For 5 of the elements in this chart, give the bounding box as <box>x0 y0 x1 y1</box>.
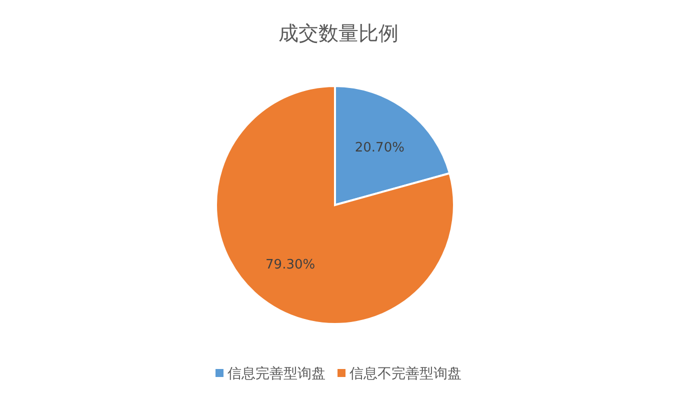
chart-title: 成交数量比例 <box>278 21 398 45</box>
legend-label: 信息不完善型询盘 <box>350 365 462 382</box>
legend-label: 信息完善型询盘 <box>228 365 326 382</box>
data-label: 79.30% <box>266 258 316 273</box>
data-label: 20.70% <box>354 140 404 156</box>
